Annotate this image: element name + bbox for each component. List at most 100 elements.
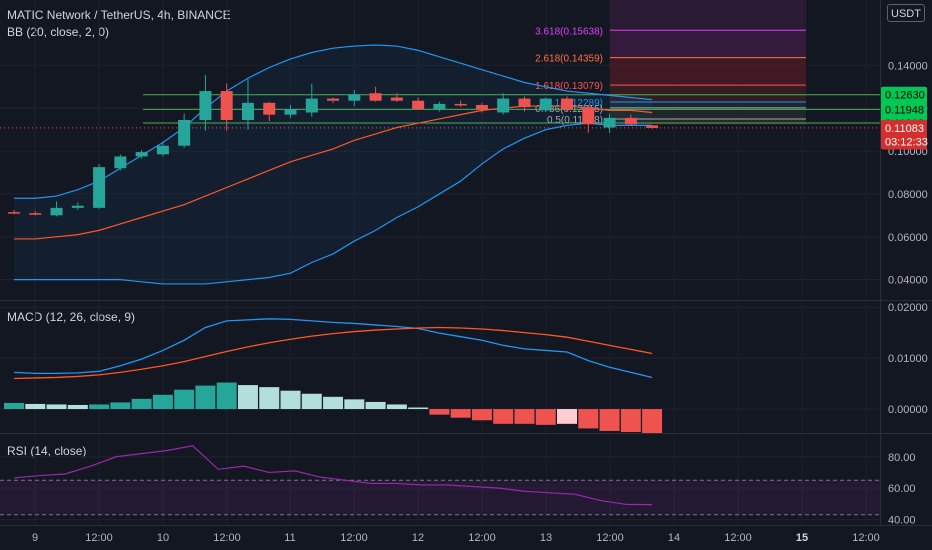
candle-body xyxy=(412,100,425,110)
fib-zone xyxy=(610,102,806,108)
candle-body xyxy=(93,167,106,208)
candle-body xyxy=(241,102,254,120)
macd-histogram-bar xyxy=(174,389,195,410)
candle-body xyxy=(29,213,42,215)
macd-histogram-bar xyxy=(535,409,556,425)
candle-body xyxy=(582,107,595,125)
candle-body xyxy=(454,103,467,106)
axis-tick-label: 60.00 xyxy=(888,483,916,495)
macd-histogram-bar xyxy=(195,385,216,410)
time-tick-label: 12:00 xyxy=(596,532,624,544)
candle-body xyxy=(50,207,63,216)
candle-body xyxy=(624,117,637,125)
fib-level-label: 3.618(0.15638) xyxy=(535,26,603,37)
candle-body xyxy=(475,105,488,110)
candle-body xyxy=(71,205,84,208)
macd-histogram-bar xyxy=(557,409,578,424)
candle-body xyxy=(646,125,659,128)
candle-body xyxy=(518,98,531,108)
fib-level-label: 1.618(0.13079) xyxy=(535,81,603,92)
axis-tick-label: 0.14000 xyxy=(888,60,928,72)
rsi-panel xyxy=(0,445,880,516)
time-tick-label: 12:00 xyxy=(852,532,880,544)
price-badge-label: 0.12630 xyxy=(885,90,925,102)
candle-body xyxy=(114,156,127,169)
time-tick-label: 12:00 xyxy=(340,532,368,544)
macd-panel xyxy=(4,318,663,433)
candle-body xyxy=(561,98,574,110)
time-axis[interactable]: 9 12:00 10 12:00 11 12:00 12 12:00 13 12:00 14 12:0… xyxy=(32,532,880,544)
candle-body xyxy=(178,120,191,146)
macd-histogram-bar xyxy=(408,407,429,410)
candle-body xyxy=(305,98,318,113)
macd-histogram-bar xyxy=(620,409,641,432)
candle-body xyxy=(220,91,233,120)
time-tick-label: 14 xyxy=(668,532,680,544)
macd-histogram-bar xyxy=(642,409,663,433)
bb-fill xyxy=(14,45,653,284)
macd-histogram-bar xyxy=(365,401,386,410)
macd-histogram-bar xyxy=(301,393,322,410)
bb-indicator-label[interactable]: BB (20, close, 2, 0) xyxy=(7,25,110,39)
axis-tick-label: 0.04000 xyxy=(888,275,928,287)
time-tick-label: 12:00 xyxy=(213,532,241,544)
fib-zone xyxy=(610,30,806,58)
price-badge-label: 0.11948 xyxy=(885,104,924,116)
price-badge-label: 03:12:33 xyxy=(885,136,928,148)
macd-histogram-bar xyxy=(110,402,131,410)
candle-body xyxy=(369,93,382,101)
time-tick-label: 9 xyxy=(32,532,38,544)
axis-tick-label: 0.08000 xyxy=(888,189,928,201)
bb-lower-line xyxy=(14,122,653,285)
rsi-band xyxy=(0,480,880,515)
time-tick-label: 11 xyxy=(284,532,295,544)
price-badge xyxy=(881,86,927,103)
price-badge xyxy=(881,101,927,118)
price-badge xyxy=(881,119,927,136)
macd-histogram-bar xyxy=(599,409,620,431)
axis-tick-label: 0.02000 xyxy=(888,302,928,314)
macd-histogram-bar xyxy=(25,403,46,410)
candle-body xyxy=(327,98,340,101)
currency-label: USDT xyxy=(891,8,921,20)
macd-histogram-bar xyxy=(152,394,173,410)
macd-histogram-bar xyxy=(344,399,365,410)
fib-level-label: 2.618(0.14359) xyxy=(535,54,603,65)
macd-indicator-label[interactable]: MACD (12, 26, close, 9) xyxy=(7,310,136,324)
candle-body xyxy=(8,212,20,214)
candle-body xyxy=(199,91,212,120)
fib-zone xyxy=(610,85,806,103)
macd-histogram-bar xyxy=(386,404,407,410)
candle-body xyxy=(390,97,403,101)
fib-level-label: 0.5(0.11498) xyxy=(547,115,603,126)
time-tick-label: 12:00 xyxy=(85,532,113,544)
macd-histogram-bar xyxy=(280,390,301,410)
rsi-indicator-label[interactable]: RSI (14, close) xyxy=(7,444,87,458)
candle-body xyxy=(603,117,616,128)
axis-tick-label: 40.00 xyxy=(888,515,916,527)
price-axis[interactable]: 0.140000.120000.100000.080000.060000.040… xyxy=(881,60,928,527)
macd-histogram-bar xyxy=(578,409,599,429)
fib-zone xyxy=(610,107,806,119)
macd-histogram-bar xyxy=(237,385,258,410)
time-tick-label: 10 xyxy=(157,532,169,544)
macd-histogram-bar xyxy=(514,409,535,424)
axis-tick-label: 0.06000 xyxy=(888,232,928,244)
candle-body xyxy=(284,109,297,115)
price-badge xyxy=(881,133,927,150)
currency-button[interactable]: USDT xyxy=(887,4,925,22)
chart-title: MATIC Network / TetherUS, 4h, BINANCE xyxy=(7,8,231,22)
price-badge-label: 0.11083 xyxy=(885,123,924,135)
macd-histogram-bar xyxy=(46,404,67,410)
candle-body xyxy=(263,102,276,115)
fib-zone xyxy=(610,0,806,31)
time-tick-label: 12:00 xyxy=(468,532,496,544)
axis-tick-label: 80.00 xyxy=(888,452,916,464)
macd-histogram-bar xyxy=(259,387,280,410)
candle-body xyxy=(156,145,169,155)
macd-histogram-bar xyxy=(4,402,24,410)
macd-histogram-bar xyxy=(131,398,152,410)
time-tick-label: 15 xyxy=(796,532,808,544)
candle-body xyxy=(348,94,361,101)
